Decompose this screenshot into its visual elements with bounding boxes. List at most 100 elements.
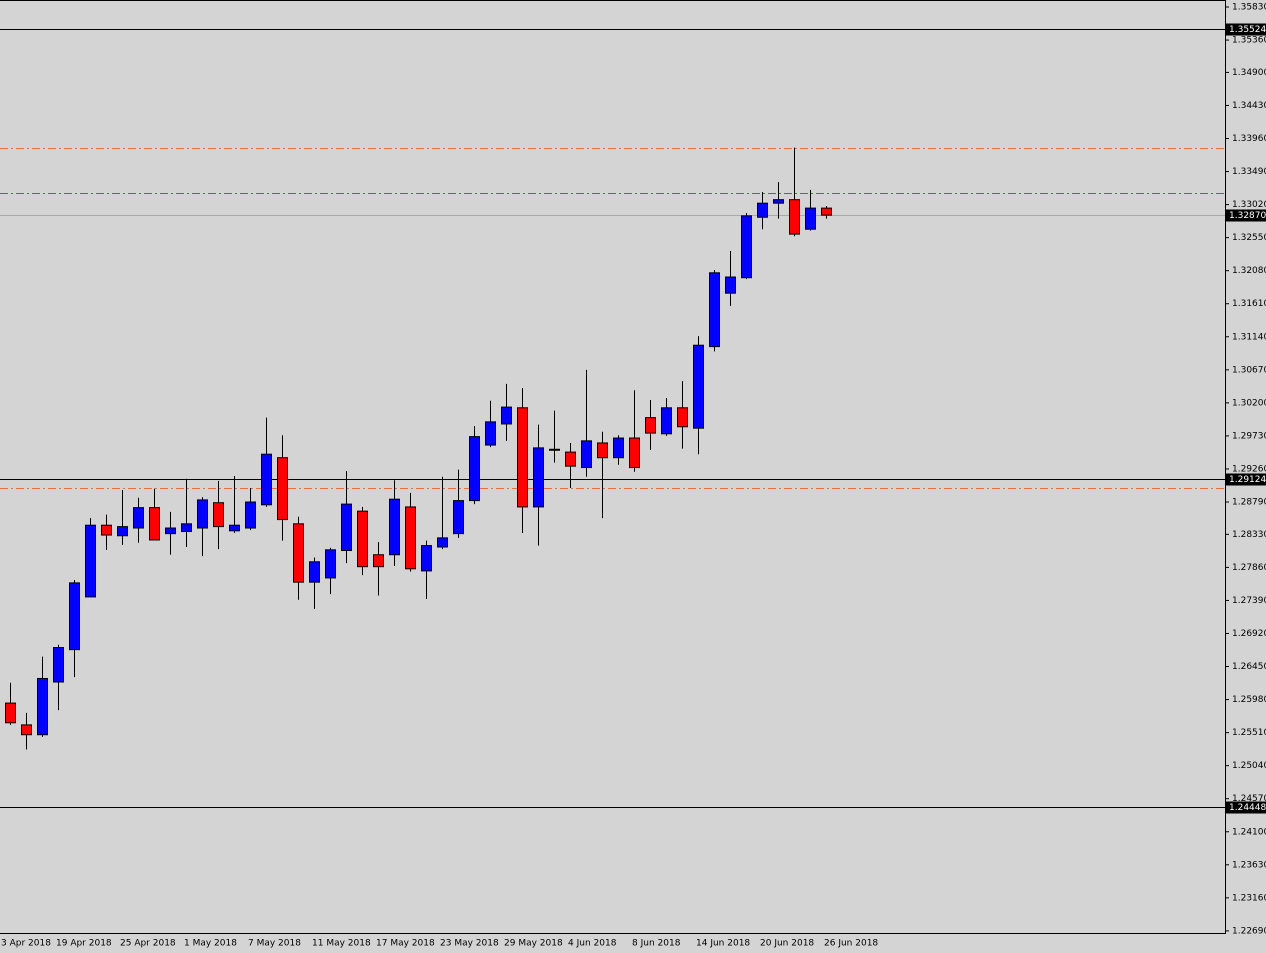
x-tick-label: 26 Jun 2018 xyxy=(824,939,878,949)
candle-body xyxy=(293,523,304,583)
candle-body xyxy=(501,406,512,425)
candle-body xyxy=(549,448,560,451)
candle-body xyxy=(245,501,256,529)
candle-body xyxy=(453,500,464,535)
x-tick-label: 3 Apr 2018 xyxy=(1,939,51,949)
y-tick-label: 1.29260 xyxy=(1232,464,1266,474)
x-tick-label: 14 Jun 2018 xyxy=(696,939,750,949)
candle-body xyxy=(389,498,400,556)
x-tick-label: 8 Jun 2018 xyxy=(632,939,681,949)
y-tick-label: 1.26920 xyxy=(1232,629,1266,639)
candle-body xyxy=(469,436,480,502)
candle-body xyxy=(597,442,608,459)
candle-body xyxy=(629,437,640,469)
y-tick-label: 1.27860 xyxy=(1232,563,1266,573)
candle-body xyxy=(373,554,384,568)
candle-body xyxy=(117,526,128,537)
price-level-label: 1.29124 xyxy=(1229,475,1266,485)
candle-body xyxy=(85,524,96,598)
candle-body xyxy=(341,503,352,552)
candle-body xyxy=(69,582,80,651)
candle-body xyxy=(325,549,336,579)
price-level-label: 1.35524 xyxy=(1229,25,1266,35)
candle-body xyxy=(261,453,272,506)
price-level-box xyxy=(1226,209,1266,222)
x-tick-label: 25 Apr 2018 xyxy=(120,939,176,949)
candle-body xyxy=(165,527,176,535)
y-tick-label: 1.22690 xyxy=(1232,926,1266,936)
y-tick-label: 1.35360 xyxy=(1232,36,1266,46)
candle-body xyxy=(581,440,592,469)
x-tick-label: 1 May 2018 xyxy=(184,939,237,949)
price-level-box xyxy=(1226,473,1266,486)
price-level-box xyxy=(1226,23,1266,36)
y-tick-label: 1.24100 xyxy=(1232,827,1266,837)
candle-body xyxy=(405,506,416,570)
y-tick-label: 1.23630 xyxy=(1232,860,1266,870)
candle-body xyxy=(37,677,48,736)
candle-body xyxy=(277,457,288,521)
y-tick-label: 1.28790 xyxy=(1232,498,1266,508)
y-tick-label: 1.33020 xyxy=(1232,200,1266,210)
x-tick-label: 17 May 2018 xyxy=(376,939,435,949)
candle-body xyxy=(693,344,704,429)
candle-body xyxy=(533,447,544,508)
candle-body xyxy=(149,507,160,541)
y-tick-label: 1.23160 xyxy=(1232,893,1266,903)
y-tick-label: 1.31140 xyxy=(1232,332,1266,342)
price-level-box xyxy=(1226,801,1266,814)
y-tick-label: 1.34430 xyxy=(1232,101,1266,111)
y-tick-label: 1.31610 xyxy=(1232,299,1266,309)
candle-body xyxy=(213,502,224,528)
x-tick-label: 4 Jun 2018 xyxy=(568,939,617,949)
candle-body xyxy=(357,510,368,568)
candle-body xyxy=(437,537,448,548)
candle-body xyxy=(613,437,624,459)
candle-body xyxy=(5,702,16,724)
candle-body xyxy=(757,202,768,218)
candle-body xyxy=(421,545,432,572)
y-tick-label: 1.25510 xyxy=(1232,728,1266,738)
candle-body xyxy=(133,507,144,529)
y-tick-label: 1.25040 xyxy=(1232,761,1266,771)
y-tick-label: 1.30200 xyxy=(1232,398,1266,408)
y-tick-label: 1.25980 xyxy=(1232,695,1266,705)
x-tick-label: 23 May 2018 xyxy=(440,939,499,949)
y-tick-label: 1.27390 xyxy=(1232,596,1266,606)
candle-body xyxy=(181,523,192,533)
candle-body xyxy=(309,561,320,583)
candle-body xyxy=(565,451,576,467)
y-tick-label: 1.24570 xyxy=(1232,794,1266,804)
y-tick-label: 1.30670 xyxy=(1232,365,1266,375)
candle-body xyxy=(197,499,208,529)
candle-body xyxy=(53,647,64,683)
y-tick-label: 1.26450 xyxy=(1232,662,1266,672)
x-tick-label: 29 May 2018 xyxy=(504,939,563,949)
candle-body xyxy=(773,199,784,204)
candle-body xyxy=(805,207,816,230)
x-tick-label: 19 Apr 2018 xyxy=(56,939,112,949)
price-level-label: 1.32870 xyxy=(1229,211,1266,221)
y-tick-label: 1.29730 xyxy=(1232,431,1266,441)
candle-body xyxy=(485,421,496,446)
y-tick-label: 1.35830 xyxy=(1232,3,1266,13)
candle-body xyxy=(101,524,112,536)
candle-body xyxy=(725,276,736,294)
candle-body xyxy=(229,524,240,532)
price-level-label: 1.24448 xyxy=(1229,803,1266,813)
x-tick-label: 20 Jun 2018 xyxy=(760,939,814,949)
candle-body xyxy=(645,417,656,434)
candle-body xyxy=(677,407,688,428)
y-tick-label: 1.33490 xyxy=(1232,167,1266,177)
candle-body xyxy=(517,407,528,508)
candle-body xyxy=(789,199,800,235)
y-tick-label: 1.28330 xyxy=(1232,530,1266,540)
candle-body xyxy=(661,407,672,435)
y-tick-label: 1.33960 xyxy=(1232,134,1266,144)
candle-body xyxy=(21,724,32,736)
y-tick-label: 1.32550 xyxy=(1232,233,1266,243)
candle-body xyxy=(741,215,752,279)
